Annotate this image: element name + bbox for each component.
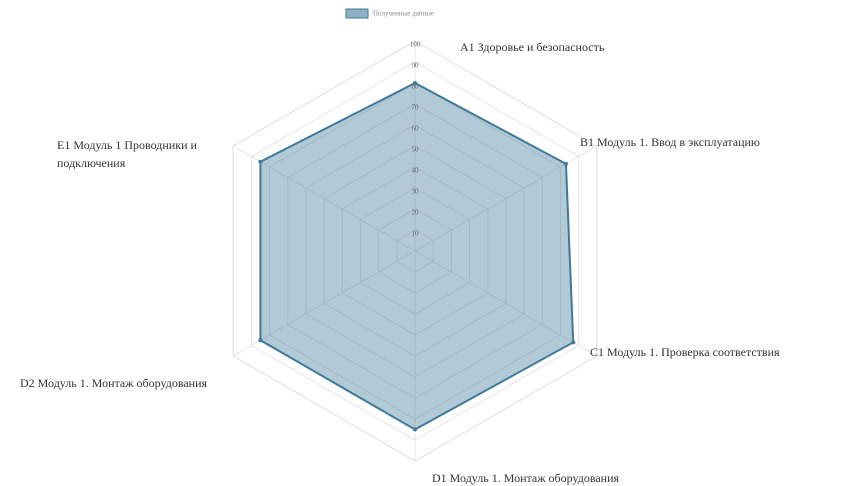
r-tick-label: 70 [412, 104, 420, 112]
r-tick-label: 60 [412, 125, 420, 133]
legend-swatch [345, 8, 369, 19]
spoke [232, 250, 416, 357]
r-tick-label: 100 [410, 41, 421, 49]
radar-point [413, 81, 417, 85]
category-label: E1 Модуль 1 Проводники и подключения [57, 138, 197, 170]
radar-point [258, 338, 263, 343]
radar-point [571, 340, 576, 345]
r-tick-label: 20 [412, 209, 420, 217]
r-tick-label: 30 [412, 188, 420, 196]
category-label: D1 Модуль 1. Монтаж оборудования [432, 471, 620, 485]
category-label: C1 Модуль 1. Проверка соответствия [590, 345, 780, 359]
category-label: B1 Модуль 1. Ввод в эксплуатацию [580, 135, 760, 149]
r-tick-label: 80 [412, 83, 420, 91]
r-tick-label: 50 [412, 146, 420, 154]
r-tick-label: 10 [412, 230, 420, 238]
r-tick-label: 90 [412, 62, 420, 70]
legend-label: Полученные данные [373, 10, 434, 18]
r-tick-label: 40 [412, 167, 420, 175]
spoke [414, 250, 598, 357]
category-label: D2 Модуль 1. Монтаж оборудования [20, 376, 208, 390]
spoke [232, 145, 416, 252]
radar-point [413, 427, 417, 432]
category-label: A1 Здоровье и безопасность [460, 40, 605, 54]
radar-point [258, 159, 263, 164]
radar-point [563, 161, 568, 166]
